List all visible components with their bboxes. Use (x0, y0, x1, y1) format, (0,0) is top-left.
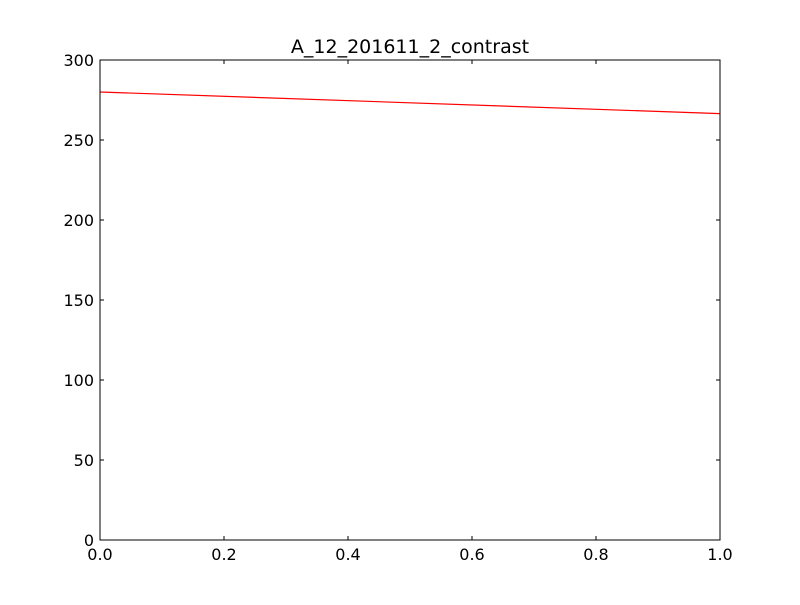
y-tick-label: 200 (63, 211, 94, 230)
x-tick-label: 0.6 (459, 545, 484, 564)
plot-frame (99, 59, 721, 541)
y-tick-label: 0 (84, 531, 94, 550)
y-tick-label: 100 (63, 371, 94, 390)
series-line (99, 91, 721, 115)
x-tick-label: 0.4 (335, 545, 360, 564)
x-tick-label: 0.2 (211, 545, 236, 564)
chart-title: A_12_201611_2_contrast (291, 36, 529, 58)
tick-layer: 0.0 0.2 0.4 0.6 0.8 1.0 0 50 100 150 200 250 300 (63, 51, 732, 564)
y-tick-label: 150 (63, 291, 94, 310)
x-tick-label: 0.0 (87, 545, 112, 564)
y-tick-label: 300 (63, 51, 94, 70)
series-layer (99, 91, 721, 115)
x-tick-label: 0.8 (583, 545, 608, 564)
y-tick-label: 50 (74, 451, 94, 470)
x-tick-label: 1.0 (707, 545, 732, 564)
plot-area (100, 60, 720, 540)
y-tick-label: 250 (63, 131, 94, 150)
